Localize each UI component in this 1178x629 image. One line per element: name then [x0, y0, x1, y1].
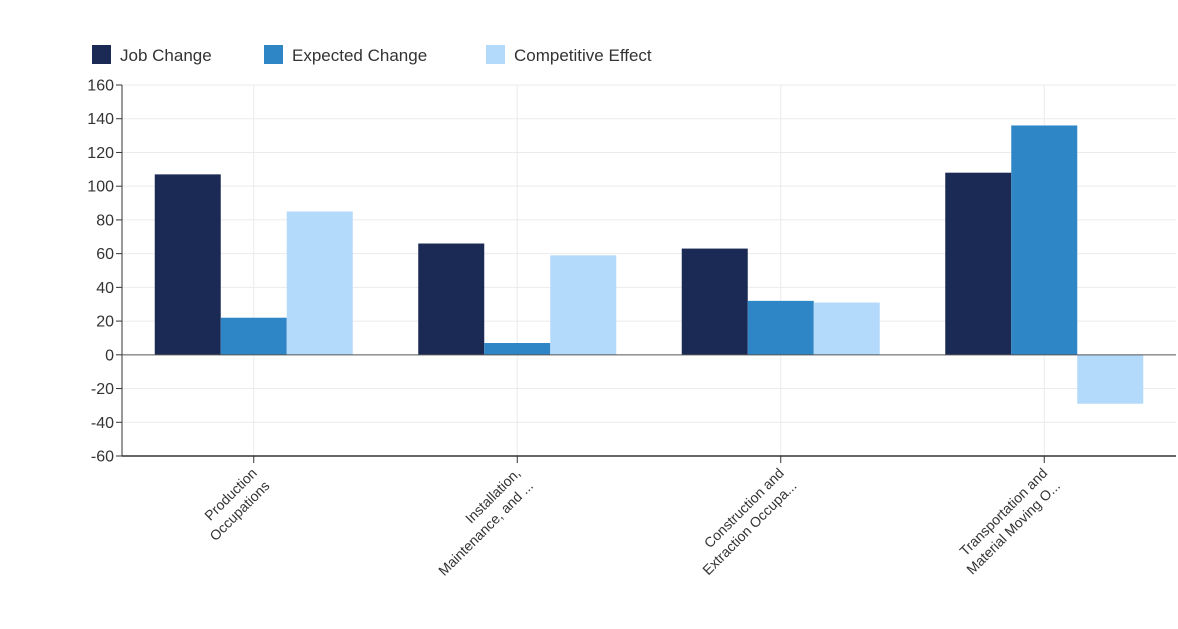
legend-label-job-change[interactable]: Job Change: [120, 46, 212, 65]
bar-job-change-4[interactable]: [945, 172, 1012, 355]
y-axis-tick-labels: 160 140 120 100 80 60 40 20 0 -20 -40 -60: [87, 78, 114, 466]
legend-swatch-expected-change: [264, 45, 283, 64]
y-tick-label: 160: [87, 78, 114, 95]
legend: Job Change Expected Change Competitive Eff…: [92, 45, 652, 65]
bar-expected-change-4[interactable]: [1011, 125, 1078, 355]
bar-expected-change-3[interactable]: [747, 300, 814, 355]
y-tick-label: 140: [87, 111, 114, 128]
legend-swatch-job-change: [92, 45, 111, 64]
y-tick-label: 80: [96, 212, 114, 229]
y-tick-label: -20: [91, 381, 114, 398]
legend-label-expected-change[interactable]: Expected Change: [292, 46, 427, 65]
x-tick-label-2: Installation,Maintenance, and ...: [422, 465, 536, 579]
y-tick-label: 0: [105, 347, 114, 364]
bar-competitive-effect-3[interactable]: [813, 302, 880, 355]
x-tick-label-4: Transportation andMaterial Moving O...: [950, 465, 1063, 578]
y-tick-label: 20: [96, 314, 114, 331]
bar-competitive-effect-1[interactable]: [286, 211, 353, 355]
y-tick-label: -40: [91, 415, 114, 432]
bar-expected-change-1[interactable]: [220, 317, 287, 355]
y-tick-label: 120: [87, 145, 114, 162]
legend-label-competitive-effect[interactable]: Competitive Effect: [514, 46, 652, 65]
bar-job-change-1[interactable]: [154, 174, 221, 355]
x-tick-label-3: Construction andExtraction Occupa...: [686, 465, 799, 578]
legend-swatch-competitive-effect: [486, 45, 505, 64]
bar-job-change-3[interactable]: [681, 248, 748, 355]
bar-competitive-effect-2[interactable]: [550, 255, 617, 355]
bars: [154, 125, 1144, 404]
y-tick-label: 60: [96, 246, 114, 263]
bar-job-change-2[interactable]: [418, 243, 485, 355]
bar-competitive-effect-4[interactable]: [1077, 354, 1144, 404]
y-tick-label: 100: [87, 179, 114, 196]
bar-expected-change-2[interactable]: [484, 343, 551, 355]
axes: [116, 84, 1176, 463]
x-axis-tick-labels: ProductionOccupations Installation,Mainte…: [194, 465, 1063, 579]
y-tick-label: 40: [96, 280, 114, 297]
y-tick-label: -60: [91, 449, 114, 466]
x-tick-label-1: ProductionOccupations: [194, 465, 273, 544]
